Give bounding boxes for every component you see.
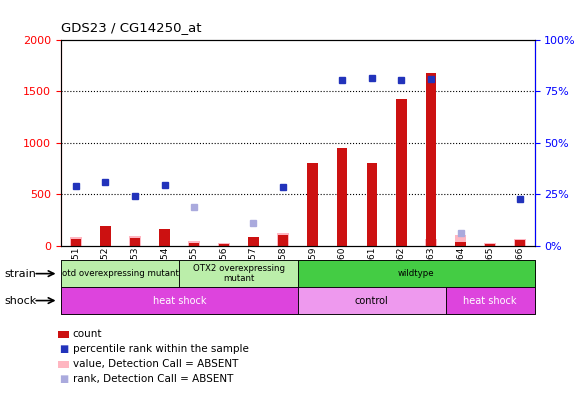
Text: otd overexpressing mutant: otd overexpressing mutant	[62, 269, 178, 278]
Bar	[277, 233, 289, 246]
Text: value, Detection Call = ABSENT: value, Detection Call = ABSENT	[73, 359, 238, 369]
Bar	[456, 242, 466, 246]
Text: rank, Detection Call = ABSENT: rank, Detection Call = ABSENT	[73, 374, 233, 385]
Bar	[218, 244, 229, 246]
Bar	[307, 163, 318, 246]
Text: heat shock: heat shock	[153, 295, 206, 306]
Text: GDS23 / CG14250_at: GDS23 / CG14250_at	[61, 21, 202, 34]
Text: shock: shock	[5, 295, 37, 306]
Bar	[159, 229, 170, 246]
Text: percentile rank within the sample: percentile rank within the sample	[73, 344, 249, 354]
Bar	[396, 99, 407, 246]
Bar	[426, 72, 436, 246]
Bar	[278, 235, 288, 246]
Bar	[188, 242, 200, 246]
Bar	[218, 244, 229, 246]
Text: ■: ■	[59, 374, 68, 385]
Text: wildtype: wildtype	[398, 269, 435, 278]
Text: heat shock: heat shock	[464, 295, 517, 306]
Text: strain: strain	[5, 268, 37, 279]
Text: count: count	[73, 329, 102, 339]
Bar	[367, 163, 377, 246]
Bar	[337, 148, 347, 246]
Bar	[425, 239, 437, 246]
Bar	[100, 227, 110, 246]
Bar	[129, 236, 141, 246]
Bar	[70, 237, 82, 246]
Text: control: control	[355, 295, 389, 306]
Text: ■: ■	[59, 344, 68, 354]
Text: OTX2 overexpressing
mutant: OTX2 overexpressing mutant	[192, 264, 285, 283]
Bar	[248, 237, 259, 246]
Bar	[514, 239, 526, 246]
Bar	[71, 239, 81, 246]
Bar	[189, 244, 199, 246]
Bar	[485, 244, 496, 246]
Bar	[484, 244, 496, 246]
Bar	[454, 235, 467, 246]
Bar	[130, 238, 140, 246]
Bar	[515, 240, 525, 246]
